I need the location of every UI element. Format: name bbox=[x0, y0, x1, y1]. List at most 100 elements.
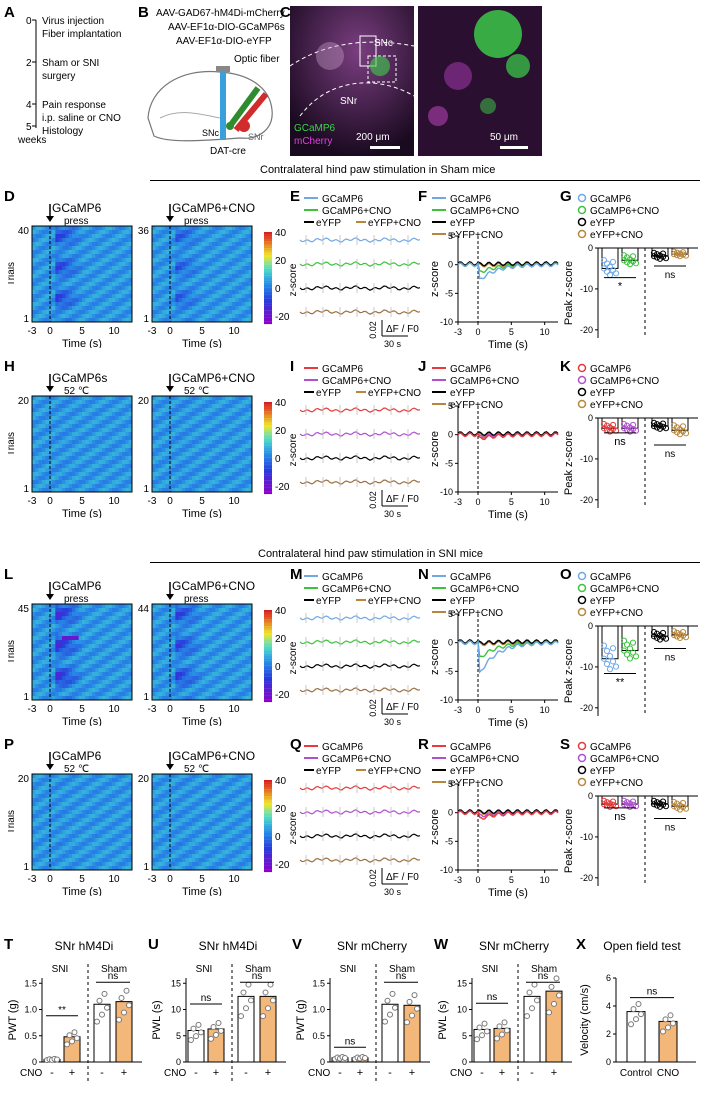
heatmap-cell bbox=[115, 802, 119, 807]
heatmap-cell bbox=[32, 234, 36, 239]
heatmap-cell bbox=[202, 298, 206, 303]
heatmap-cell bbox=[42, 396, 46, 401]
heatmap-cell bbox=[98, 628, 103, 633]
heatmap-cell bbox=[62, 278, 66, 283]
heatmap-cell bbox=[78, 644, 83, 649]
heatmap-cell bbox=[98, 624, 103, 629]
heatmap-cell bbox=[78, 620, 83, 625]
heatmap-cell bbox=[52, 648, 56, 653]
heatmap-cell bbox=[175, 660, 179, 665]
heatmap-cell bbox=[235, 408, 239, 413]
timeline-event-surgery: Sham or SNI bbox=[42, 58, 99, 69]
heatmap-cell bbox=[108, 794, 113, 799]
heatmap-cell bbox=[35, 250, 39, 255]
heatmap-cell bbox=[225, 640, 229, 645]
heatmap-cell bbox=[52, 262, 56, 267]
heatmap-cell bbox=[185, 436, 189, 441]
heatmap-cell bbox=[105, 696, 109, 701]
heatmap-cell bbox=[212, 616, 216, 621]
heatmap-cell bbox=[175, 294, 179, 299]
x-tick: -3 bbox=[28, 496, 37, 507]
heatmap-cell bbox=[185, 448, 189, 453]
heatmap-cell bbox=[225, 286, 229, 291]
heatmap-cell bbox=[238, 452, 243, 457]
heatmap-cell bbox=[218, 488, 223, 493]
heatmap-cell bbox=[32, 460, 36, 465]
heatmap-cell bbox=[112, 652, 116, 657]
colorbar-tick: 20 bbox=[275, 256, 287, 267]
heatmap-cell bbox=[238, 314, 243, 319]
heatmap-cell bbox=[52, 484, 56, 489]
colorbar-step bbox=[264, 273, 272, 276]
heatmap-cell bbox=[205, 226, 209, 231]
heatmap-cell bbox=[125, 688, 129, 693]
heatmap-cell bbox=[85, 242, 89, 247]
heatmap-cell bbox=[85, 472, 89, 477]
heatmap-cell bbox=[55, 258, 59, 263]
heatmap-cell bbox=[235, 480, 239, 485]
heatmap-cell bbox=[208, 250, 213, 255]
heatmap-cell bbox=[85, 270, 89, 275]
heatmap-cell bbox=[152, 270, 156, 275]
heatmap-cell bbox=[228, 444, 233, 449]
heatmap-cell bbox=[245, 676, 249, 681]
heatmap-cell bbox=[212, 692, 216, 697]
heatmap-cell bbox=[225, 278, 229, 283]
heatmap-cell bbox=[208, 468, 213, 473]
heatmap-cell bbox=[45, 310, 49, 315]
heatmap-cell bbox=[62, 290, 66, 295]
heatmap-cell bbox=[75, 818, 79, 823]
heatmap-cell bbox=[228, 246, 233, 251]
heatmap-cell bbox=[205, 318, 209, 323]
heatmap-cell bbox=[112, 262, 116, 267]
heatmap-cell bbox=[55, 254, 59, 259]
heatmap-cell bbox=[72, 696, 76, 701]
heatmap-cell bbox=[72, 782, 76, 787]
heatmap-cell bbox=[225, 412, 229, 417]
heatmap-cell bbox=[42, 448, 46, 453]
heatmap-cell bbox=[122, 472, 126, 477]
heatmap-cell bbox=[218, 640, 223, 645]
heatmap-cell bbox=[102, 238, 106, 243]
heatmap-cell bbox=[245, 286, 249, 291]
heatmap-cell bbox=[38, 246, 43, 251]
heatmap-cell bbox=[238, 318, 243, 323]
heatmap-cell bbox=[202, 400, 206, 405]
heatmap-cell bbox=[162, 480, 166, 485]
colorbar-step bbox=[264, 238, 272, 242]
heatmap-cell bbox=[65, 404, 69, 409]
heatmap-cell bbox=[158, 412, 163, 417]
heatmap-cell bbox=[112, 660, 116, 665]
heatmap-cell bbox=[235, 412, 239, 417]
heatmap-cell bbox=[175, 620, 179, 625]
heatmap-cell bbox=[45, 432, 49, 437]
heatmap-cell bbox=[92, 676, 96, 681]
heatmap-cell bbox=[245, 648, 249, 653]
heatmap-cell bbox=[175, 432, 179, 437]
heatmap-cell bbox=[75, 440, 79, 445]
heatmap-cell bbox=[208, 318, 213, 323]
heatmap-cell bbox=[112, 790, 116, 795]
heatmap-cell bbox=[222, 480, 226, 485]
heatmap-cell bbox=[178, 480, 183, 485]
heatmap-cell bbox=[218, 250, 223, 255]
heatmap-cell bbox=[55, 806, 59, 811]
stim-label: press bbox=[184, 216, 208, 227]
heatmap-cell bbox=[75, 314, 79, 319]
heatmap-cell bbox=[218, 274, 223, 279]
heatmap-cell bbox=[175, 612, 179, 617]
heatmap-cell bbox=[88, 250, 93, 255]
heatmap-cell bbox=[65, 660, 69, 665]
heatmap-cell bbox=[155, 282, 159, 287]
heatmap-cell bbox=[82, 660, 86, 665]
heatmap-cell bbox=[172, 616, 176, 621]
heatmap-cell bbox=[98, 310, 103, 315]
heatmap-cell bbox=[245, 436, 249, 441]
heatmap-cell bbox=[32, 778, 36, 783]
heatmap-cell bbox=[218, 664, 223, 669]
heatmap-cell bbox=[182, 266, 186, 271]
heatmap-cell bbox=[38, 412, 43, 417]
heatmap-cell bbox=[105, 254, 109, 259]
heatmap-cell bbox=[128, 656, 133, 661]
heatmap-cell bbox=[155, 278, 159, 283]
